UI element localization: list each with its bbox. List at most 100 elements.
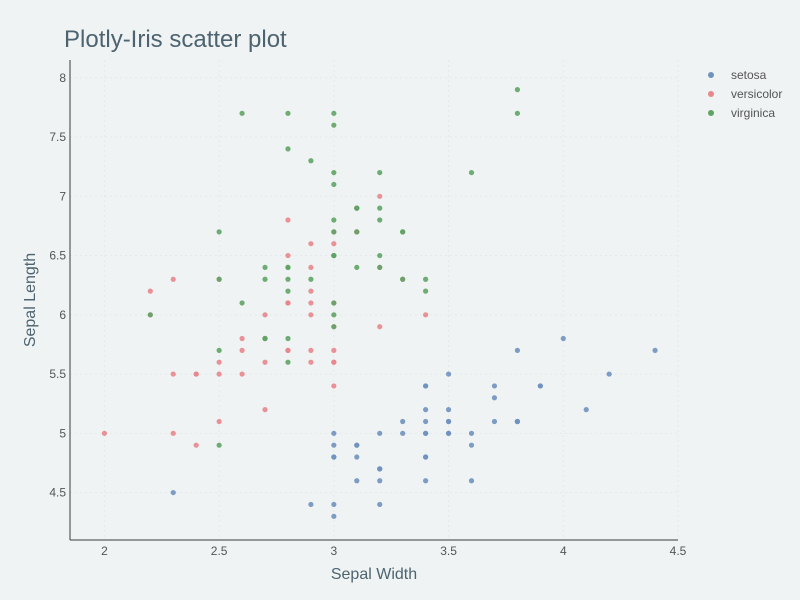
versicolor-point-42[interactable] xyxy=(239,335,245,342)
virginica-point-22[interactable] xyxy=(285,110,291,116)
virginica-point-0[interactable] xyxy=(400,276,406,282)
virginica-point-41[interactable] xyxy=(354,205,360,211)
setosa-point-27[interactable] xyxy=(445,407,452,413)
versicolor-point-29[interactable] xyxy=(239,347,245,353)
versicolor-point-19[interactable] xyxy=(216,359,222,365)
versicolor-point-3[interactable] xyxy=(170,371,176,377)
virginica-point-32[interactable] xyxy=(285,264,291,271)
virginica-point-21[interactable] xyxy=(285,359,291,365)
virginica-point-30[interactable] xyxy=(285,146,291,152)
versicolor-point-48[interactable] xyxy=(216,418,222,425)
versicolor-point-38[interactable] xyxy=(331,359,337,365)
virginica-point-15[interactable] xyxy=(377,264,383,271)
versicolor-point-18[interactable] xyxy=(147,288,153,294)
setosa-point-14[interactable] xyxy=(560,335,566,342)
setosa-point-42[interactable] xyxy=(377,501,383,508)
setosa-point-37[interactable] xyxy=(468,442,475,448)
legend-item-setosa[interactable]: setosa xyxy=(708,68,767,82)
versicolor-point-37[interactable] xyxy=(170,276,176,282)
setosa-point-23[interactable] xyxy=(400,418,406,425)
versicolor-point-20[interactable] xyxy=(377,324,383,330)
versicolor-point-7[interactable] xyxy=(193,442,199,448)
versicolor-point-39[interactable] xyxy=(216,371,222,377)
versicolor-point-28[interactable] xyxy=(308,312,314,318)
setosa-point-36[interactable] xyxy=(445,371,452,377)
versicolor-point-8[interactable] xyxy=(308,241,314,247)
virginica-point-17[interactable] xyxy=(514,110,520,116)
virginica-point-37[interactable] xyxy=(354,264,360,271)
setosa-point-25[interactable] xyxy=(331,430,337,436)
setosa-point-48[interactable] xyxy=(491,395,498,401)
virginica-point-33[interactable] xyxy=(285,276,291,282)
virginica-point-31[interactable] xyxy=(514,87,520,93)
setosa-point-24[interactable] xyxy=(423,454,429,460)
setosa-point-13[interactable] xyxy=(331,513,337,519)
setosa-point-6[interactable] xyxy=(423,478,429,484)
virginica-point-25[interactable] xyxy=(377,169,383,176)
virginica-point-35[interactable] xyxy=(331,110,337,116)
virginica-point-7[interactable] xyxy=(308,158,314,164)
setosa-point-49[interactable] xyxy=(400,430,406,436)
virginica-point-47[interactable] xyxy=(331,252,337,259)
virginica-point-36[interactable] xyxy=(423,276,429,282)
setosa-point-17[interactable] xyxy=(445,418,452,425)
virginica-point-19[interactable] xyxy=(147,312,153,318)
virginica-point-46[interactable] xyxy=(216,276,222,282)
virginica-point-3[interactable] xyxy=(308,276,314,282)
versicolor-point-34[interactable] xyxy=(331,383,337,389)
virginica-point-26[interactable] xyxy=(285,288,291,294)
setosa-point-29[interactable] xyxy=(377,466,383,472)
virginica-point-11[interactable] xyxy=(262,264,268,271)
setosa-point-41[interactable] xyxy=(170,489,176,496)
setosa-point-8[interactable] xyxy=(308,501,314,508)
versicolor-point-45[interactable] xyxy=(331,347,337,353)
virginica-point-12[interactable] xyxy=(331,217,337,223)
setosa-point-28[interactable] xyxy=(423,407,429,413)
setosa-point-39[interactable] xyxy=(423,418,429,425)
versicolor-point-44[interactable] xyxy=(262,359,268,365)
setosa-point-16[interactable] xyxy=(537,383,543,389)
versicolor-point-33[interactable] xyxy=(262,312,268,318)
setosa-point-33[interactable] xyxy=(606,371,612,377)
setosa-point-3[interactable] xyxy=(354,478,360,484)
setosa-point-15[interactable] xyxy=(652,347,658,353)
setosa-point-46[interactable] xyxy=(514,418,520,425)
versicolor-point-0[interactable] xyxy=(377,193,383,199)
setosa-point-31[interactable] xyxy=(423,383,429,389)
versicolor-point-13[interactable] xyxy=(308,300,314,306)
versicolor-point-43[interactable] xyxy=(170,430,176,436)
versicolor-point-47[interactable] xyxy=(308,288,314,294)
virginica-point-43[interactable] xyxy=(377,217,383,223)
setosa-point-10[interactable] xyxy=(491,383,498,389)
versicolor-point-23[interactable] xyxy=(285,300,291,306)
setosa-point-21[interactable] xyxy=(491,418,498,425)
virginica-point-8[interactable] xyxy=(216,229,222,235)
virginica-point-13[interactable] xyxy=(216,347,222,353)
virginica-point-38[interactable] xyxy=(331,312,337,318)
virginica-point-23[interactable] xyxy=(262,276,268,282)
versicolor-point-4[interactable] xyxy=(285,252,291,259)
versicolor-point-26[interactable] xyxy=(285,217,291,223)
versicolor-point-46[interactable] xyxy=(308,347,314,353)
legend-item-virginica[interactable]: virginica xyxy=(708,106,775,120)
virginica-point-48[interactable] xyxy=(423,288,429,294)
versicolor-point-10[interactable] xyxy=(101,430,108,436)
virginica-point-10[interactable] xyxy=(377,252,383,259)
virginica-point-44[interactable] xyxy=(400,229,406,235)
virginica-point-5[interactable] xyxy=(331,122,337,128)
versicolor-point-9[interactable] xyxy=(262,407,268,413)
setosa-point-38[interactable] xyxy=(331,501,337,508)
setosa-point-32[interactable] xyxy=(583,407,589,413)
setosa-point-1[interactable] xyxy=(331,442,337,448)
virginica-point-27[interactable] xyxy=(331,300,337,306)
virginica-point-20[interactable] xyxy=(377,205,383,211)
setosa-point-26[interactable] xyxy=(423,430,429,436)
setosa-point-45[interactable] xyxy=(331,454,337,460)
virginica-point-6[interactable] xyxy=(216,442,222,448)
setosa-point-47[interactable] xyxy=(377,478,383,484)
versicolor-point-40[interactable] xyxy=(239,371,245,377)
virginica-point-18[interactable] xyxy=(239,110,245,116)
setosa-point-34[interactable] xyxy=(354,442,360,448)
versicolor-point-24[interactable] xyxy=(308,264,314,271)
versicolor-point-35[interactable] xyxy=(423,312,429,318)
